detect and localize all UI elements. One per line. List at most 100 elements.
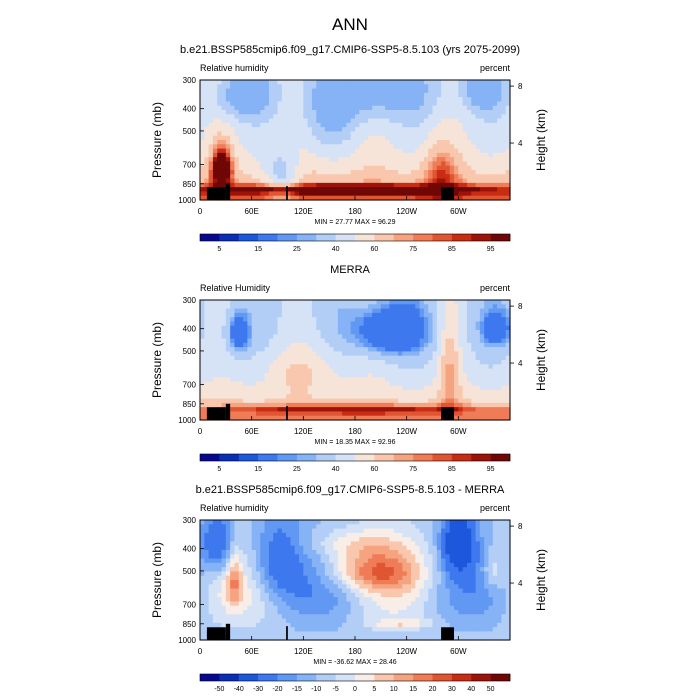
field-cell (355, 148, 360, 154)
field-cell (273, 321, 279, 327)
field-cell (247, 170, 253, 175)
field-cell (372, 191, 378, 197)
field-cell (299, 364, 304, 370)
field-cell (320, 411, 326, 417)
colorbar-swatch (258, 234, 278, 241)
field-cell (200, 174, 205, 180)
field-cell (225, 398, 231, 404)
field-cell (294, 321, 300, 327)
field-cell (372, 187, 378, 193)
field-cell (492, 381, 498, 387)
field-cell (316, 178, 322, 184)
field-cell (299, 338, 304, 344)
field-cell (329, 330, 335, 335)
field-cell (475, 131, 481, 137)
field-cell (350, 317, 356, 323)
field-cell (299, 334, 304, 340)
field-cell (333, 144, 339, 150)
field-cell (458, 330, 464, 335)
field-cell (367, 187, 373, 193)
field-cell (243, 567, 248, 573)
field-cell (488, 304, 494, 310)
field-cell (454, 411, 459, 417)
field-cell (221, 524, 227, 530)
field-cell (342, 338, 347, 344)
field-cell (458, 308, 464, 314)
field-cell (471, 118, 477, 124)
field-cell (208, 355, 214, 361)
field-cell (389, 97, 395, 103)
field-cell (501, 364, 507, 370)
field-cell (372, 122, 378, 128)
field-cell (281, 528, 287, 534)
field-cell (204, 398, 210, 404)
field-cell (333, 342, 339, 348)
field-cell (329, 101, 335, 107)
field-cell (410, 157, 416, 163)
field-cell (355, 97, 360, 103)
field-cell (329, 567, 335, 573)
field-cell (406, 122, 412, 128)
field-cell (423, 390, 429, 395)
field-cell (428, 550, 434, 555)
field-cell (484, 97, 490, 103)
field-cell (294, 308, 300, 314)
field-cell (419, 144, 425, 150)
field-cell (389, 304, 395, 310)
field-cell (251, 351, 257, 357)
field-cell (303, 398, 309, 404)
field-cell (200, 541, 205, 547)
field-cell (393, 144, 399, 150)
field-cell (406, 300, 412, 305)
colorbar-swatch (277, 234, 298, 241)
field-cell (260, 178, 266, 184)
field-cell (497, 88, 502, 94)
field-cell (402, 524, 408, 530)
field-cell (385, 114, 391, 120)
field-cell (290, 144, 296, 150)
y2-tick-label: 8 (518, 82, 523, 91)
field-cell (268, 532, 274, 538)
field-cell (492, 308, 498, 314)
field-cell (410, 161, 416, 167)
colorbar-swatch (374, 454, 395, 461)
field-cell (337, 105, 343, 111)
field-cell (212, 567, 218, 573)
field-cell (436, 325, 442, 331)
field-cell (432, 364, 438, 370)
field-cell (367, 118, 373, 124)
field-cell (466, 545, 472, 551)
field-cell (385, 325, 391, 331)
field-cell (380, 191, 386, 197)
field-cell (372, 161, 378, 167)
field-cell (441, 127, 447, 133)
field-cell (367, 532, 373, 538)
field-cell (501, 148, 507, 154)
field-cell (277, 528, 283, 534)
field-cell (273, 368, 279, 374)
field-cell (234, 562, 240, 568)
field-cell (324, 195, 330, 201)
field-cell (311, 114, 317, 120)
field-cell (329, 377, 335, 383)
field-cell (475, 105, 481, 111)
field-cell (238, 122, 244, 128)
field-cell (367, 140, 373, 145)
field-cell (363, 524, 369, 530)
field-cell (221, 355, 227, 361)
field-cell (264, 415, 270, 421)
field-cell (445, 110, 451, 115)
field-cell (264, 528, 270, 534)
field-cell (200, 528, 205, 534)
field-cell (324, 411, 330, 417)
field-cell (307, 325, 313, 331)
field-cell (488, 312, 494, 318)
field-cell (462, 554, 468, 560)
field-cell (419, 122, 425, 128)
field-cell (454, 554, 459, 560)
field-cell (402, 191, 408, 197)
field-cell (385, 545, 391, 551)
field-cell (466, 402, 472, 408)
field-cell (247, 338, 253, 344)
field-cell (260, 528, 266, 534)
